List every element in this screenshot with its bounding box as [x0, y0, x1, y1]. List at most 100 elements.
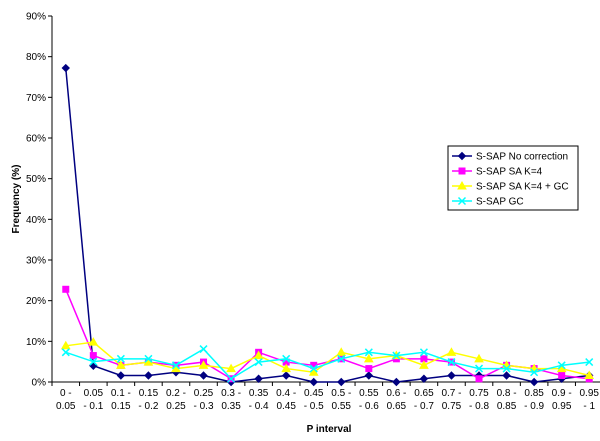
- y-axis-title: Frequency (%): [11, 165, 22, 234]
- legend-label: S-SAP GC: [476, 197, 524, 208]
- x-tick-label: 0.15: [111, 401, 131, 412]
- x-tick-label: 0.7 -: [441, 388, 461, 399]
- x-tick-label: 0.95: [579, 388, 599, 399]
- series-point: [337, 354, 346, 363]
- x-tick-label: 0.35: [249, 388, 269, 399]
- series-point: [457, 196, 467, 206]
- series-1: [61, 63, 594, 387]
- legend-label: S-SAP SA K=4 + GC: [476, 182, 569, 193]
- y-tick-label: 90%: [26, 12, 46, 23]
- x-tick-label: 0.05: [84, 388, 104, 399]
- series-point: [457, 151, 467, 161]
- y-tick-label: 20%: [26, 296, 46, 307]
- y-tick-label: 70%: [26, 93, 46, 104]
- x-axis: 0 - 0.05 0.05 - 0.1 0.1 - 0.15 0.15 - 0.2 0.2 - 0…: [51, 381, 600, 412]
- series-point: [227, 374, 236, 383]
- series-point: [281, 371, 291, 380]
- series-point: [171, 361, 181, 370]
- x-tick-label: 0.5 -: [331, 388, 351, 399]
- x-tick-label: 0.3 -: [221, 388, 241, 399]
- x-tick-label: - 0.5: [304, 401, 324, 412]
- y-tick-label: 40%: [26, 215, 46, 226]
- series-point: [529, 377, 539, 387]
- series-point: [419, 374, 429, 383]
- series-point: [446, 347, 457, 356]
- series-point: [61, 63, 70, 73]
- series-point: [457, 180, 467, 190]
- series-point: [198, 360, 209, 369]
- series-point: [281, 363, 292, 373]
- x-tick-label: 0.45: [304, 388, 324, 399]
- series-point: [199, 371, 208, 380]
- series-point: [392, 377, 401, 387]
- series-point: [558, 371, 566, 379]
- series-point: [60, 340, 71, 350]
- y-tick-label: 80%: [26, 52, 46, 63]
- x-tick-label: - 0.3: [194, 401, 214, 412]
- series-point: [116, 354, 125, 363]
- series-point: [226, 363, 236, 373]
- x-tick-label: 0.55: [359, 388, 379, 399]
- series-point: [144, 354, 153, 363]
- series-point: [62, 285, 70, 293]
- series-point: [584, 370, 595, 379]
- series-point: [392, 351, 401, 360]
- x-tick-label: 0.6 -: [386, 388, 406, 399]
- series-line: [65, 341, 590, 377]
- x-tick-label: 0.65: [414, 388, 434, 399]
- x-tick-label: 0.25: [194, 388, 214, 399]
- x-tick-label: 0 -: [60, 388, 72, 399]
- series-point: [61, 348, 70, 357]
- x-tick-label: 0.2 -: [166, 388, 186, 399]
- legend-entry: S-SAP SA K=4: [452, 167, 543, 178]
- x-tick-label: 0.1 -: [111, 388, 131, 399]
- series-point: [199, 345, 208, 354]
- y-tick-label: 50%: [26, 174, 46, 185]
- x-tick-label: 0.75: [469, 388, 489, 399]
- series-point: [89, 352, 97, 360]
- legend-label: S-SAP No correction: [476, 152, 568, 163]
- series-point: [309, 364, 318, 373]
- series-point: [474, 353, 484, 363]
- series-point: [89, 357, 98, 366]
- x-tick-label: 0.45: [276, 401, 296, 412]
- y-axis: 0% 10% 20% 30% 40% 50% 60% 70% 80% 90%: [26, 12, 53, 389]
- x-tick-label: - 0.2: [138, 401, 158, 412]
- x-tick-label: - 0.4: [249, 401, 269, 412]
- series-point: [363, 353, 374, 363]
- x-tick-label: 0.9 -: [552, 388, 572, 399]
- legend-label: S-SAP SA K=4: [476, 167, 543, 178]
- x-tick-label: - 0.1: [83, 401, 103, 412]
- x-tick-label: 0.05: [56, 401, 76, 412]
- series-layer: [60, 63, 595, 387]
- series-point: [447, 358, 456, 367]
- series-point: [253, 350, 264, 360]
- x-tick-label: 0.35: [221, 401, 241, 412]
- series-point: [447, 371, 456, 380]
- x-tick-label: 0.65: [387, 401, 407, 412]
- series-point: [254, 358, 263, 367]
- series-point: [502, 371, 511, 380]
- x-tick-label: 0.85: [497, 401, 517, 412]
- x-tick-label: - 0.7: [414, 401, 434, 412]
- series-point: [364, 371, 374, 380]
- series-point: [474, 364, 484, 373]
- series-point: [282, 354, 291, 363]
- series-line: [65, 67, 590, 383]
- series-point: [336, 347, 347, 356]
- x-tick-label: - 0.6: [359, 401, 379, 412]
- series-line: [65, 348, 590, 380]
- series-point: [144, 371, 153, 380]
- series-point: [365, 365, 373, 373]
- x-tick-label: - 0.8: [469, 401, 489, 412]
- legend-entry: S-SAP SA K=4 + GC: [452, 180, 569, 193]
- series-point: [364, 348, 373, 357]
- x-tick-label: 0.25: [166, 401, 186, 412]
- y-tick-label: 30%: [26, 256, 46, 267]
- series-point: [419, 348, 428, 357]
- series-point: [308, 367, 319, 376]
- series-point: [475, 375, 483, 383]
- series-4: [61, 345, 594, 383]
- legend: S-SAP No correction S-SAP SA K=4 S-SAP SA …: [447, 145, 579, 211]
